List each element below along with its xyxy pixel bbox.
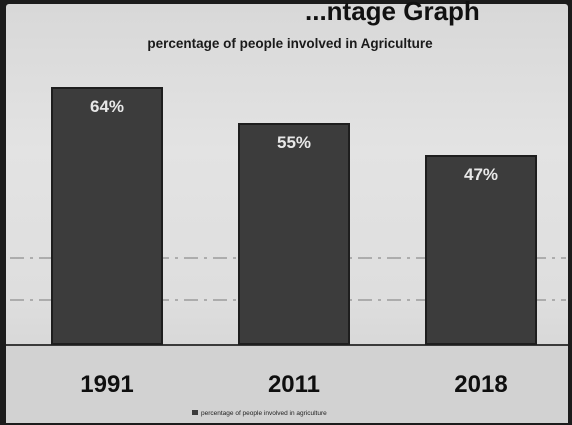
bar-2011 [238,123,350,345]
x-tick-label-2018: 2018 [454,371,507,398]
legend: percentage of people involved in agricul… [192,410,327,417]
x-tick-label-2011: 2011 [268,371,320,398]
bar-1991 [51,87,163,345]
data-label-1991: 64% [90,97,124,116]
legend-label: percentage of people involved in agricul… [201,410,327,417]
bar-2018 [425,155,537,345]
x-axis-band [6,345,568,423]
chart-title: percentage of people involved in Agricul… [147,36,433,51]
data-label-2018: 47% [464,165,498,184]
data-labels: 64% 55% 47% [90,97,498,184]
data-label-2011: 55% [277,133,311,152]
bars [51,87,537,345]
cropped-header-text: ...ntage Graph [305,0,480,26]
x-tick-labels: 1991 2011 2018 [80,371,507,398]
legend-swatch [192,410,198,415]
x-tick-label-1991: 1991 [80,371,133,398]
